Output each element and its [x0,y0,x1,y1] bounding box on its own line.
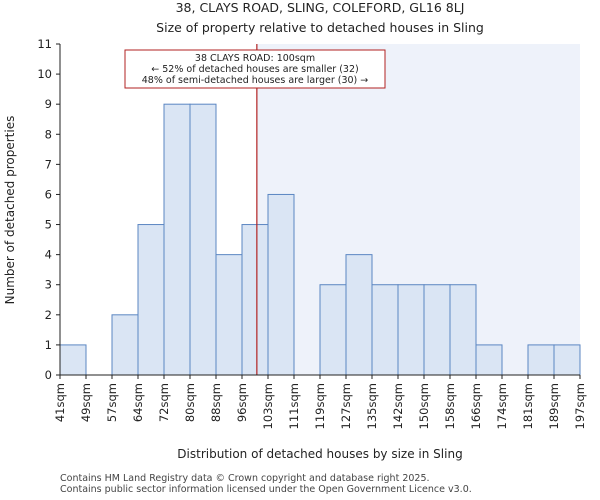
bar-72sqm [163,103,191,376]
y-tick-label: 6 [45,187,52,201]
bars [59,103,581,376]
bar-119sqm [319,284,347,376]
y-tick-label: 8 [45,127,52,141]
bar-57sqm [111,314,139,376]
y-tick-label: 9 [45,97,52,111]
bar-103sqm [267,193,295,376]
y-tick-label: 1 [45,338,52,352]
footer-line-2: Contains public sector information licen… [60,484,472,495]
x-tick-label: 111sqm [287,383,301,429]
x-tick-label: 72sqm [157,383,171,422]
x-tick-label: 64sqm [131,383,145,422]
y-ticks: 0 1 2 3 4 5 6 7 8 9 10 11 [37,37,60,382]
y-axis-label: Number of detached properties [3,116,17,305]
bar-127sqm [345,254,373,376]
bar-64sqm [137,224,165,376]
x-tick-label: 189sqm [547,383,561,429]
bar-158sqm [449,284,477,376]
x-tick-label: 88sqm [209,383,223,422]
y-tick-label: 2 [45,308,52,322]
bar-189sqm [553,344,581,376]
bar-88sqm [215,254,243,376]
x-tick-label: 103sqm [261,383,275,429]
y-tick-label: 5 [45,218,52,232]
footer-line-1: Contains HM Land Registry data © Crown c… [60,473,430,484]
annotation-line-1: 38 CLAYS ROAD: 100sqm [195,53,315,64]
x-tick-label: 80sqm [183,383,197,422]
annotation-line-2: ← 52% of detached houses are smaller (32… [151,64,358,75]
y-tick-label: 7 [45,157,52,171]
bar-41sqm [59,344,87,376]
x-tick-label: 166sqm [469,383,483,429]
x-tick-label: 158sqm [443,383,457,429]
x-tick-label: 119sqm [313,383,327,429]
bar-142sqm [397,284,425,376]
chart-title: 38, CLAYS ROAD, SLING, COLEFORD, GL16 8L… [176,0,465,15]
x-tick-label: 41sqm [53,383,67,422]
x-tick-label: 181sqm [521,383,535,429]
annotation-box: 38 CLAYS ROAD: 100sqm ← 52% of detached … [124,49,386,89]
bar-135sqm [371,284,399,376]
x-tick-label: 57sqm [105,383,119,422]
x-tick-label: 135sqm [365,383,379,429]
y-tick-label: 4 [45,248,52,262]
chart-subtitle: Size of property relative to detached ho… [156,20,484,35]
y-tick-label: 0 [45,368,52,382]
annotation-line-3: 48% of semi-detached houses are larger (… [142,75,369,86]
y-tick-label: 3 [45,278,52,292]
histogram-chart: 38, CLAYS ROAD, SLING, COLEFORD, GL16 8L… [3,0,587,461]
bar-181sqm [527,344,555,376]
x-tick-label: 150sqm [417,383,431,429]
x-axis-label: Distribution of detached houses by size … [177,447,462,461]
bar-166sqm [475,344,503,376]
x-tick-label: 49sqm [79,383,93,422]
bar-150sqm [423,284,451,376]
y-tick-label: 11 [37,37,52,51]
x-tick-label: 197sqm [573,383,587,429]
y-tick-label: 10 [37,67,52,81]
x-tick-label: 127sqm [339,383,353,429]
bar-96sqm [241,224,269,376]
bar-80sqm [189,103,217,376]
x-tick-label: 96sqm [235,383,249,422]
x-ticks: 41sqm 49sqm 57sqm 64sqm 72sqm 80sqm 88sqm 96sqm… [53,375,587,429]
x-tick-label: 174sqm [495,383,509,429]
x-tick-label: 142sqm [391,383,405,429]
annotation-border [124,49,386,89]
